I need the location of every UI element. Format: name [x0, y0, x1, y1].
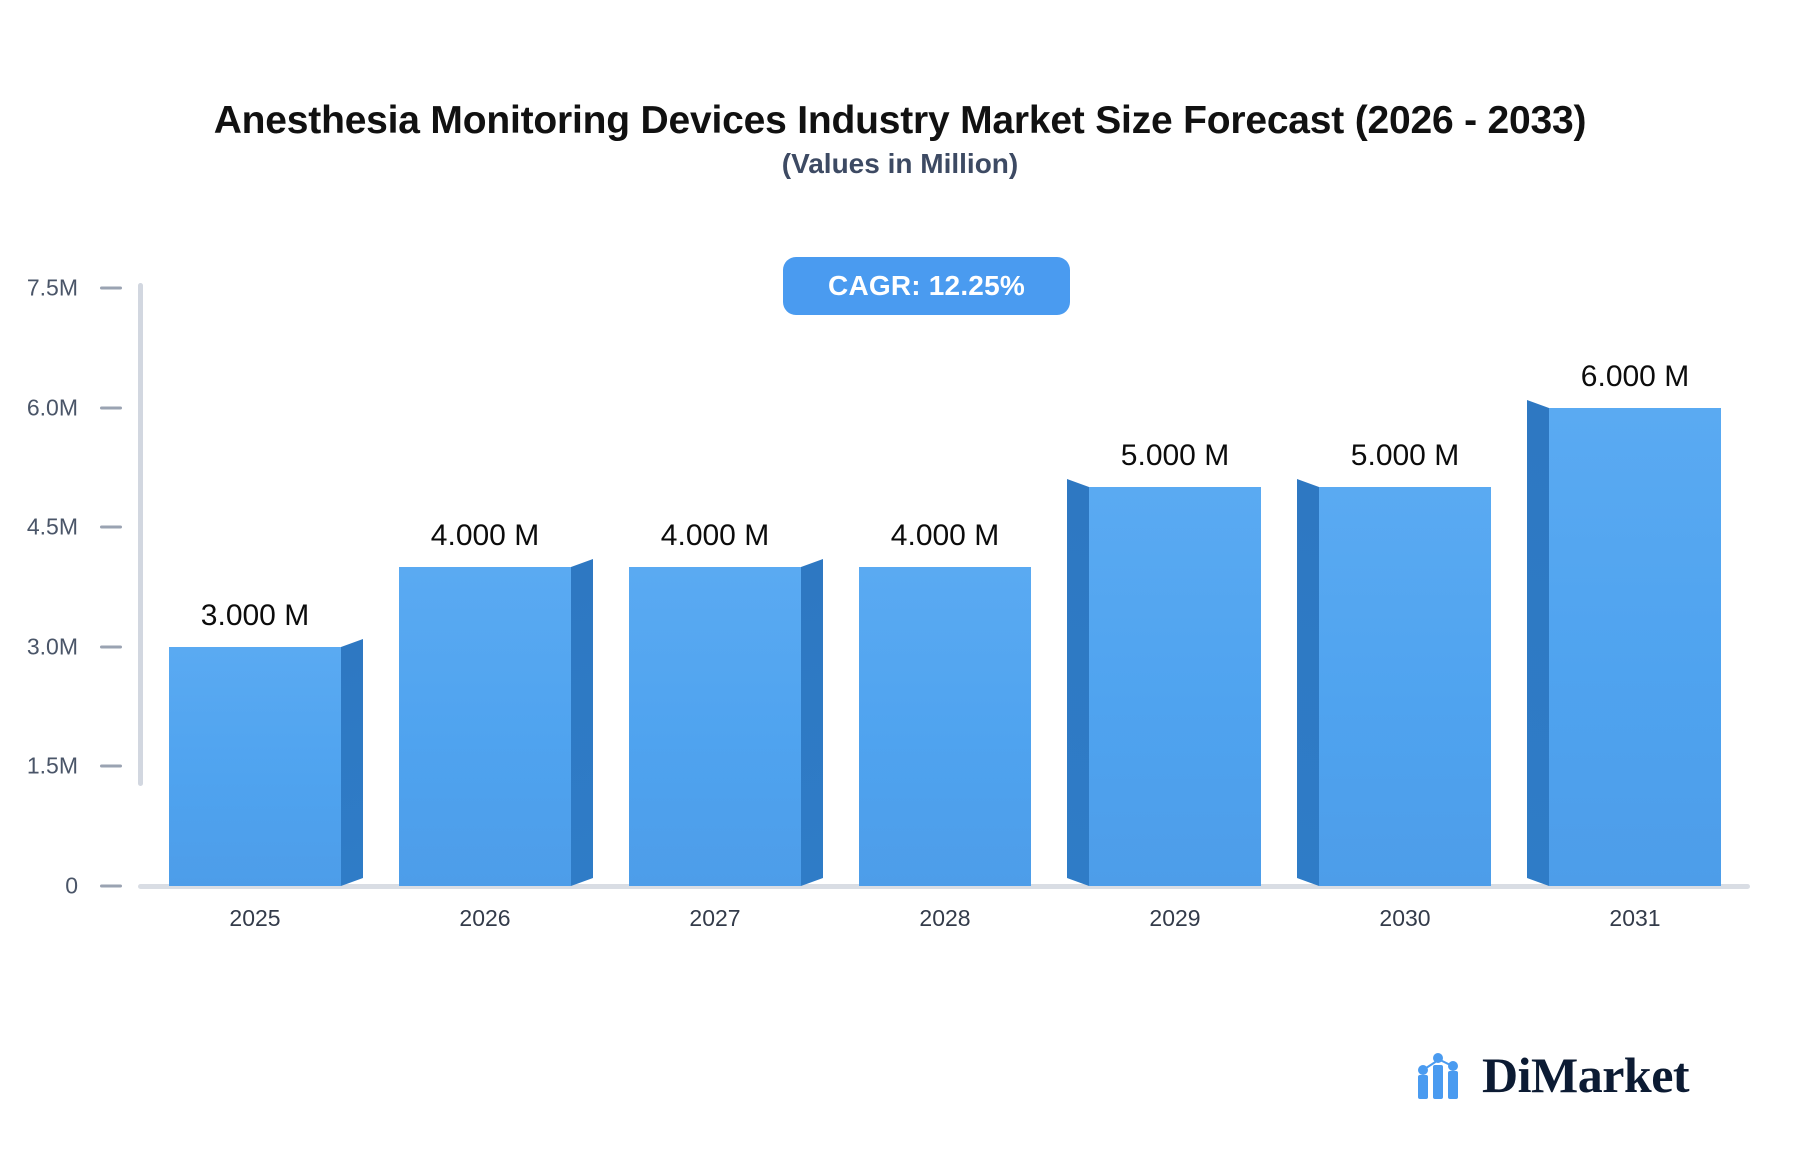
x-axis-tick-label: 2029 [1149, 905, 1201, 931]
y-axis-line [138, 283, 143, 786]
x-axis-tick-label: 2028 [919, 905, 971, 931]
cagr-badge-label: CAGR: 12.25% [828, 270, 1025, 301]
bar-face [1089, 487, 1261, 886]
y-axis-tick-label: 6.0M [26, 394, 78, 421]
y-axis-tick-mark [100, 525, 122, 529]
y-axis-tick-label: 1.5M [26, 752, 78, 779]
bar-value-label: 5.000 M [1120, 439, 1230, 473]
y-axis-tick-label: 0 [65, 872, 78, 899]
bar[interactable]: 5.000 M [1297, 439, 1491, 886]
y-axis-tick-mark [100, 764, 122, 768]
bar-value-label: 5.000 M [1350, 439, 1460, 473]
bar[interactable]: 6.000 M [1527, 360, 1721, 886]
x-axis-tick-label: 2030 [1379, 905, 1431, 931]
bar[interactable]: 3.000 M [169, 599, 363, 886]
x-axis-line [138, 884, 1750, 889]
bar-face [169, 646, 341, 886]
bar-face [859, 567, 1031, 886]
bar-side-face [801, 559, 823, 886]
bar-face [629, 567, 801, 886]
bar-side-face [1067, 479, 1089, 886]
bar-side-face [571, 559, 593, 886]
bar-value-label: 4.000 M [430, 519, 540, 553]
bar-face [1549, 407, 1721, 886]
logo-wordmark: DiMarket [1482, 1047, 1690, 1103]
bar-face [399, 567, 571, 886]
x-axis-tick-label: 2031 [1609, 905, 1661, 931]
bar-value-label: 4.000 M [660, 519, 770, 553]
y-axis-tick-label: 4.5M [26, 513, 78, 540]
bar[interactable]: 4.000 M [629, 519, 823, 886]
bar-side-face [341, 638, 363, 886]
cagr-badge: CAGR: 12.25% [783, 257, 1070, 315]
dimarket-logo: DiMarket [1418, 1046, 1690, 1104]
x-axis-tick-label: 2025 [229, 905, 281, 931]
bar-side-face [1527, 399, 1549, 886]
x-axis-tick-label: 2027 [689, 905, 741, 931]
bar-value-label: 4.000 M [890, 519, 1000, 553]
y-axis-tick-mark [100, 286, 122, 290]
bar-chart-icon [1418, 1051, 1470, 1099]
x-axis-tick-label: 2026 [459, 905, 511, 931]
bar-value-label: 3.000 M [200, 598, 310, 632]
bar-value-label: 6.000 M [1580, 359, 1690, 393]
bar[interactable]: 5.000 M [1067, 439, 1261, 886]
bar-face [1319, 487, 1491, 886]
bar[interactable]: 4.000 M [859, 519, 1031, 886]
y-axis-tick-mark [100, 406, 122, 410]
bar[interactable]: 4.000 M [399, 519, 593, 886]
bar-side-face [1297, 479, 1319, 886]
chart-subtitle: (Values in Million) [781, 148, 1019, 179]
y-axis-tick-mark [100, 884, 122, 888]
y-axis-tick-label: 3.0M [26, 633, 78, 660]
chart-title: Anesthesia Monitoring Devices Industry M… [213, 99, 1587, 142]
y-axis-tick-mark [100, 645, 122, 649]
y-axis-tick-label: 7.5M [26, 274, 78, 301]
